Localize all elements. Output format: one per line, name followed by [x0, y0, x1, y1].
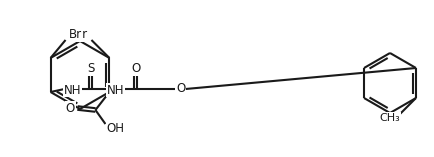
Text: OH: OH — [106, 122, 125, 135]
Text: NH: NH — [64, 84, 81, 97]
Text: O: O — [66, 101, 75, 114]
Text: S: S — [87, 62, 94, 75]
Text: CH₃: CH₃ — [380, 113, 400, 123]
Text: Br: Br — [69, 29, 82, 41]
Text: O: O — [176, 82, 185, 95]
Text: NH: NH — [107, 84, 124, 97]
Text: NH: NH — [64, 84, 81, 97]
Text: O: O — [131, 62, 140, 75]
Text: Br: Br — [75, 29, 88, 41]
